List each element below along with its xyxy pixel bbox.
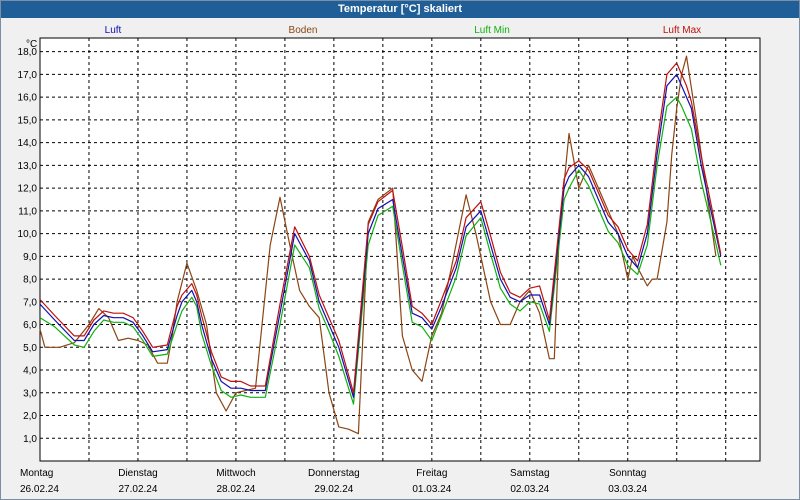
y-tick-labels: 18,0 17,0 16,0 15,0 14,0 13,0 12,0 11,0 10,0 9,0 8… <box>18 47 38 445</box>
y-tick-label: 3,0 <box>23 388 37 399</box>
x-tick-day: Samstag <box>510 468 549 479</box>
series-line-luft <box>39 73 722 398</box>
legend-luft: Luft <box>104 25 122 36</box>
y-tick-label: 8,0 <box>23 275 37 286</box>
y-tick-label: 15,0 <box>18 115 38 126</box>
y-tick-label: 16,0 <box>18 93 38 104</box>
x-tick-day: Freitag <box>416 468 447 479</box>
series-lines <box>39 55 722 435</box>
y-tick-label: 18,0 <box>18 47 38 58</box>
series-line-luft-max <box>39 62 722 394</box>
y-tick-label: 7,0 <box>23 297 37 308</box>
x-tick-date: 03.03.24 <box>608 484 647 495</box>
x-tick-day: Dienstag <box>118 468 157 479</box>
y-tick-label: 17,0 <box>18 70 38 81</box>
y-tick-label: 2,0 <box>23 411 37 422</box>
y-tick-label: 11,0 <box>18 206 37 217</box>
y-tick-label: 1,0 <box>23 434 37 445</box>
y-tick-label: 6,0 <box>23 320 37 331</box>
y-tick-label: 10,0 <box>18 229 38 240</box>
plot-background <box>39 37 761 462</box>
y-tick-label: 13,0 <box>18 161 38 172</box>
x-tick-day: Montag <box>20 468 53 479</box>
series-line-luft-min <box>39 96 722 405</box>
x-tick-date: 27.02.24 <box>118 484 157 495</box>
series-line-boden <box>39 55 717 435</box>
legend-luft-min: Luft Min <box>474 25 510 36</box>
y-tick-label: 14,0 <box>18 138 38 149</box>
legend-boden: Boden <box>288 25 318 36</box>
y-tick-label: 4,0 <box>23 366 37 377</box>
x-tick-labels: Montag 26.02.24 Dienstag 27.02.24 Mittwoch 28… <box>20 468 648 495</box>
legend-luft-max: Luft Max <box>662 25 702 36</box>
x-tick-date: 28.02.24 <box>216 484 255 495</box>
y-tick-label: 12,0 <box>18 184 38 195</box>
y-axis-unit: °C <box>26 39 37 50</box>
x-tick-day: Donnerstag <box>308 468 360 479</box>
x-tick-date: 29.02.24 <box>314 484 353 495</box>
y-tick-label: 9,0 <box>23 252 37 263</box>
x-tick-date: 01.03.24 <box>412 484 451 495</box>
x-tick-day: Sonntag <box>609 468 646 479</box>
x-tick-day: Mittwoch <box>216 468 255 479</box>
y-tick-label: 5,0 <box>23 343 37 354</box>
x-tick-date: 02.03.24 <box>510 484 549 495</box>
chart-title: Temperatur [°C] skaliert <box>1 1 799 18</box>
x-tick-date: 26.02.24 <box>20 484 59 495</box>
